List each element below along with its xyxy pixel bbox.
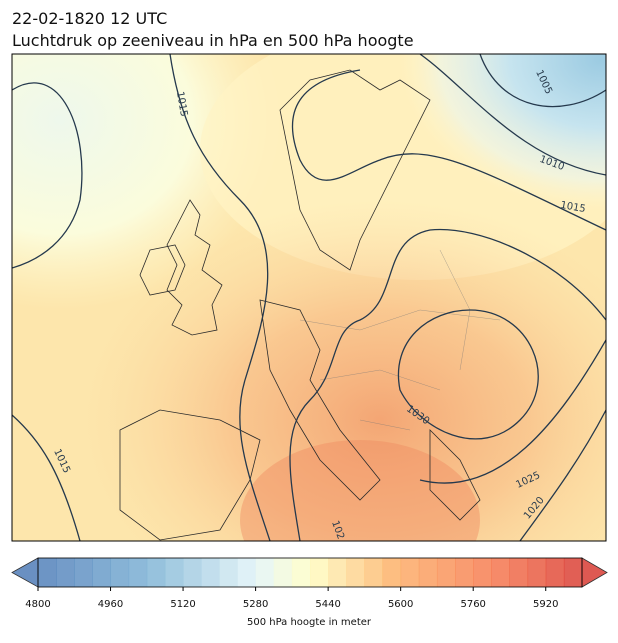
colorbar-segment (491, 558, 510, 587)
colorbar-segment (56, 558, 75, 587)
colorbar-segment (74, 558, 93, 587)
colorbar-tick-label: 5120 (170, 599, 195, 610)
colorbar-extend-low (11, 557, 39, 588)
contour-label: 1015 (559, 200, 586, 215)
colorbar-segment (201, 558, 220, 587)
colorbar-segment (92, 558, 112, 587)
contour-label: 1015 (174, 91, 189, 118)
map-frame (11, 53, 607, 542)
colorbar-segment (563, 558, 583, 587)
colorbar-segment (219, 558, 238, 587)
colorbar-segment (455, 558, 474, 587)
colorbar-segment (364, 558, 384, 587)
colorbar-segment (509, 558, 529, 587)
colorbar-segment (473, 558, 492, 587)
colorbar-segment (346, 558, 365, 587)
colorbar-segment (436, 558, 456, 587)
colorbar-segment (38, 558, 57, 587)
title: Luchtdruk op zeeniveau in hPa en 500 hPa… (12, 31, 414, 50)
colorbar-segment (291, 558, 311, 587)
colorbar-extend-high (581, 557, 608, 588)
colorbar-segment (527, 558, 547, 587)
colorbar-frame (37, 557, 583, 588)
colorbar-segment (545, 558, 565, 587)
colorbar-segment (328, 558, 347, 587)
colorbar-segment (273, 558, 293, 587)
colorbar-segment (255, 558, 275, 587)
colorbar-segment (400, 558, 420, 587)
colorbar-tick-label: 5600 (388, 599, 413, 610)
colorbar-segment (164, 558, 184, 587)
colorbar-segment (310, 558, 329, 587)
colorbar-segment (418, 558, 438, 587)
colorbar-tick-label: 4960 (98, 599, 123, 610)
colorbar-segment (110, 558, 130, 587)
colorbar-tick-label: 4800 (25, 599, 50, 610)
colorbar-tick-label: 5760 (460, 599, 485, 610)
colorbar-label: 500 hPa hoogte in meter (247, 617, 372, 628)
date: 22-02-1820 12 UTC (12, 9, 167, 28)
colorbar-segment (237, 558, 257, 587)
colorbar-segment (146, 558, 166, 587)
colorbar-tick-label: 5440 (315, 599, 340, 610)
colorbar-tick-label: 5280 (243, 599, 268, 610)
colorbar-segment (128, 558, 148, 587)
colorbar-tick-label: 5920 (533, 599, 558, 610)
colorbar-segment (183, 558, 202, 587)
colorbar-segment (382, 558, 402, 587)
